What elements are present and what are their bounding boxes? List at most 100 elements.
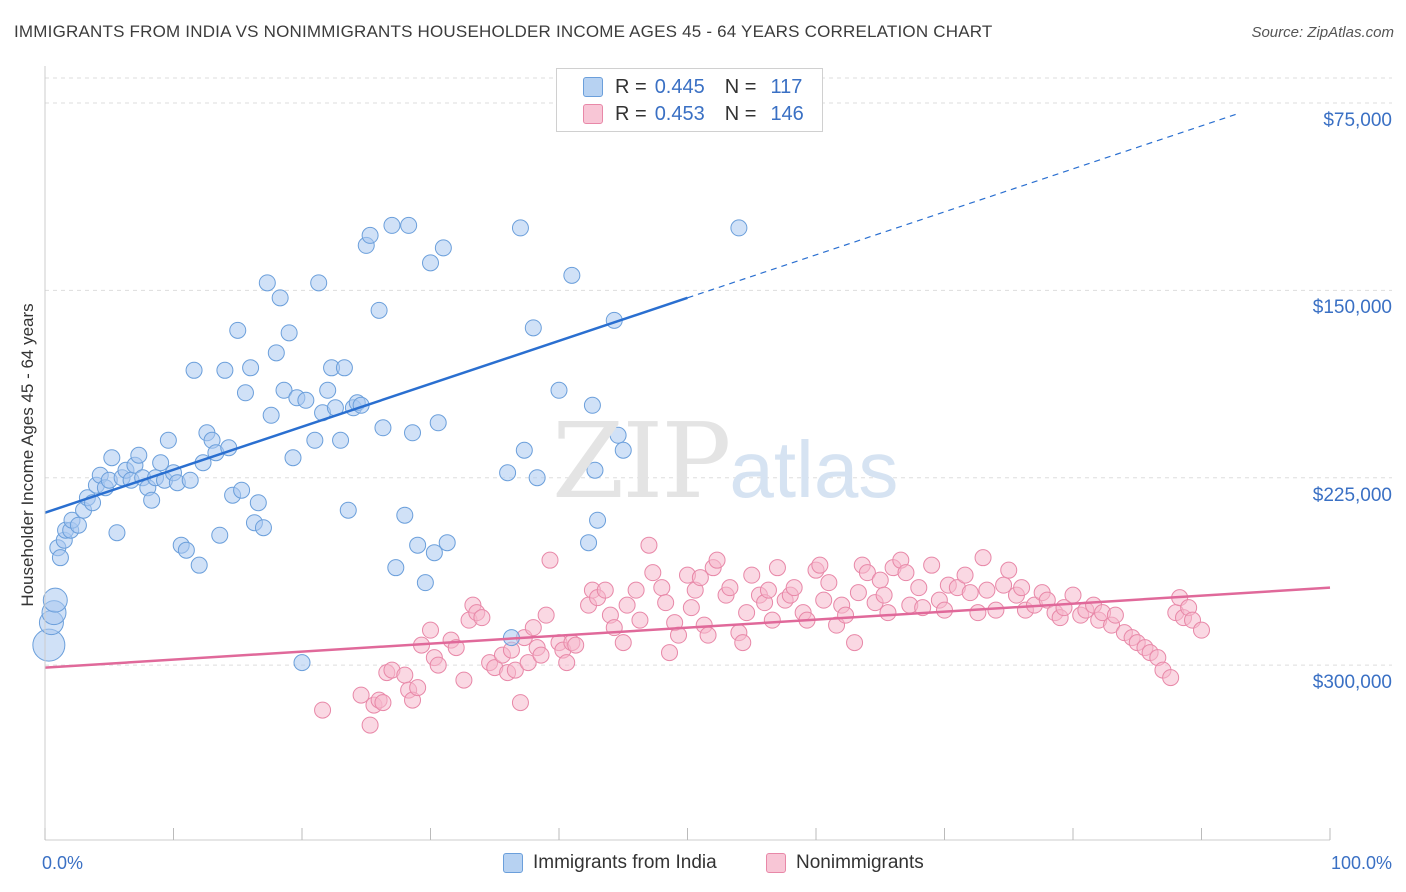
nonimmigrant-point: [995, 576, 1013, 594]
legend-swatch-blue: [583, 77, 603, 97]
immigrant-point: [271, 289, 289, 307]
immigrant-point: [267, 344, 285, 362]
nonimmigrant-point: [923, 556, 941, 574]
immigrant-point: [242, 359, 260, 377]
immigrant-point: [515, 441, 533, 459]
nonimmigrant-point: [429, 656, 447, 674]
nonimmigrant-point: [849, 584, 867, 602]
legend-r-label: R =: [615, 75, 647, 98]
nonimmigrants-trend-line: [44, 586, 1331, 669]
nonimmigrant-point: [974, 549, 992, 567]
nonimmigrant-point: [759, 581, 777, 599]
immigrant-point: [429, 414, 447, 432]
immigrant-point: [233, 481, 251, 499]
immigrants-trend-line: [44, 296, 688, 514]
nonimmigrant-point: [455, 671, 473, 689]
immigrant-point: [609, 426, 627, 444]
nonimmigrant-point: [519, 654, 537, 672]
immigrant-point: [332, 431, 350, 449]
nonimmigrant-point: [473, 609, 491, 627]
watermark-atlas: atlas: [729, 425, 899, 514]
nonimmigrant-point: [811, 556, 829, 574]
nonimmigrant-point: [875, 586, 893, 604]
nonimmigrant-point: [879, 604, 897, 622]
immigrant-point: [185, 361, 203, 379]
immigrant-point: [580, 534, 598, 552]
nonimmigrant-point: [567, 636, 585, 654]
nonimmigrant-point: [596, 581, 614, 599]
immigrant-point: [370, 301, 388, 319]
legend-r-label: R =: [615, 102, 647, 125]
immigrant-point: [108, 524, 126, 542]
immigrant-point: [550, 381, 568, 399]
bottom-legend-swatch-blue: [503, 853, 523, 873]
nonimmigrant-point: [785, 579, 803, 597]
immigrant-point: [614, 441, 632, 459]
nonimmigrant-point: [396, 666, 414, 684]
immigrant-point: [438, 534, 456, 552]
immigrant-point: [434, 239, 452, 257]
immigrant-point: [42, 587, 68, 613]
bottom-legend-nonimmigrants: Nonimmigrants: [766, 852, 924, 874]
source-label: Source: ZipAtlas.com: [1251, 24, 1394, 41]
immigrant-point: [51, 549, 69, 567]
immigrant-point: [236, 384, 254, 402]
watermark: ZIPatlas: [552, 400, 898, 522]
immigrant-point: [335, 359, 353, 377]
nonimmigrant-point: [846, 634, 864, 652]
nonimmigrant-point: [691, 569, 709, 587]
immigrant-point: [159, 431, 177, 449]
immigrant-point: [499, 464, 517, 482]
nonimmigrant-point: [1162, 669, 1180, 687]
immigrant-point: [130, 446, 148, 464]
immigrant-point: [310, 274, 328, 292]
y-tick-label: $225,000: [1312, 484, 1392, 506]
immigrant-point: [190, 556, 208, 574]
nonimmigrant-point: [858, 564, 876, 582]
immigrant-point: [586, 461, 604, 479]
nonimmigrant-point: [631, 611, 649, 629]
legend-row-nonimmigrants: R = 0.453 N = 146: [583, 102, 804, 126]
nonimmigrant-point: [409, 679, 427, 697]
immigrant-point: [181, 471, 199, 489]
bottom-legend-label: Immigrants from India: [533, 852, 717, 873]
nonimmigrant-point: [532, 646, 550, 664]
immigrant-point: [563, 266, 581, 284]
nonimmigrant-point: [763, 611, 781, 629]
nonimmigrant-point: [558, 654, 576, 672]
immigrant-point: [103, 449, 121, 467]
immigrant-point: [361, 226, 379, 244]
immigrant-point: [404, 424, 422, 442]
trend-lines: [44, 296, 1331, 669]
immigrant-point: [319, 381, 337, 399]
nonimmigrant-point: [837, 606, 855, 624]
nonimmigrant-point: [506, 661, 524, 679]
nonimmigrant-point: [537, 606, 555, 624]
nonimmigrants-points: [314, 536, 1210, 734]
legend-n-value: 117: [770, 75, 803, 98]
immigrant-point: [143, 491, 161, 509]
immigrant-point: [229, 321, 247, 339]
immigrant-point: [589, 511, 607, 529]
nonimmigrant-point: [721, 579, 739, 597]
immigrant-point: [387, 559, 405, 577]
y-tick-label: $75,000: [1323, 109, 1392, 131]
nonimmigrant-point: [661, 644, 679, 662]
immigrant-point: [730, 219, 748, 237]
legend-n-value: 146: [770, 102, 804, 125]
legend-swatch-pink: [583, 104, 603, 124]
immigrant-point: [152, 454, 170, 472]
nonimmigrant-point: [978, 581, 996, 599]
nonimmigrant-point: [618, 596, 636, 614]
nonimmigrant-point: [1000, 561, 1018, 579]
legend-n-label: N =: [724, 102, 757, 125]
immigrants-trend-extension: [687, 112, 1241, 299]
bottom-legend-label: Nonimmigrants: [796, 852, 924, 873]
nonimmigrant-point: [871, 571, 889, 589]
y-tick-label: $300,000: [1312, 672, 1392, 694]
nonimmigrant-point: [653, 579, 671, 597]
immigrant-point: [216, 361, 234, 379]
y-tick-label: $150,000: [1312, 297, 1392, 319]
nonimmigrant-point: [910, 579, 928, 597]
